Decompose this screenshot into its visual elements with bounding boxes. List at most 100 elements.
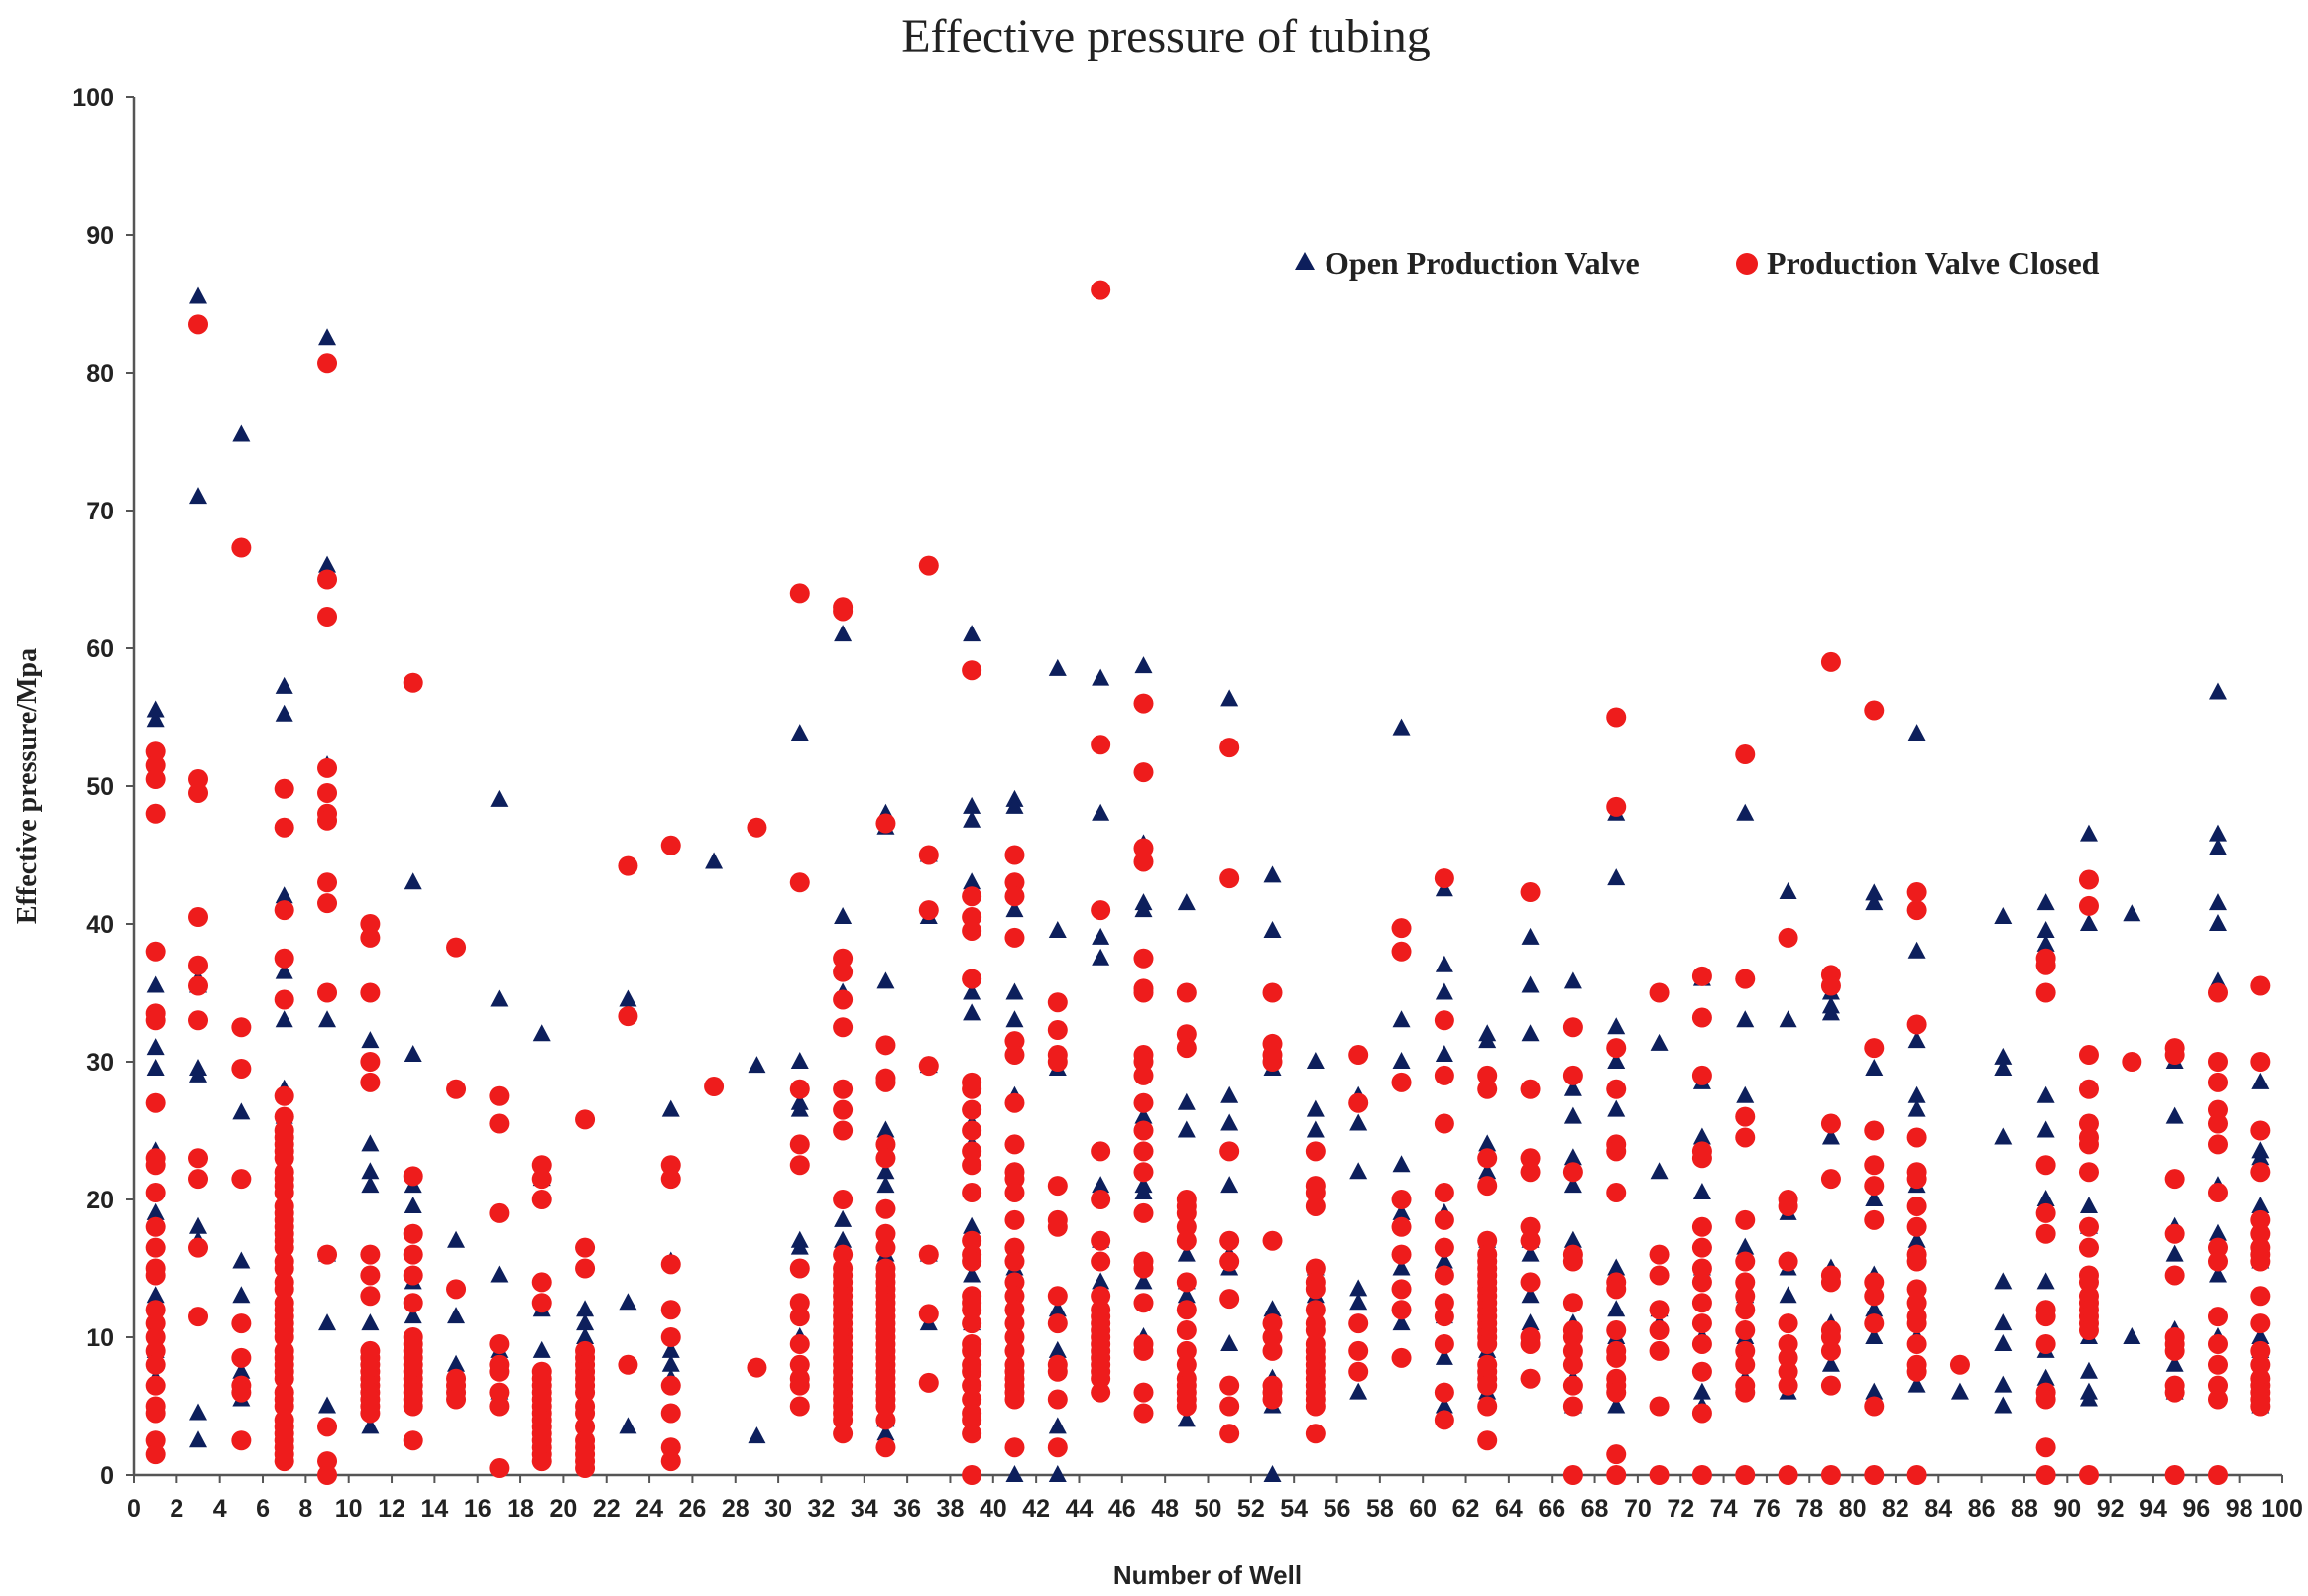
closed-valve-point [145,1155,166,1176]
closed-valve-point [231,1382,252,1403]
open-valve-point [1005,900,1024,918]
closed-valve-point [962,1465,982,1485]
closed-valve-point [1864,700,1885,721]
x-tick-label: 82 [1882,1495,1909,1523]
open-valve-point [576,1327,595,1344]
legend-marker-closed [1736,253,1758,275]
open-valve-point [1048,1417,1067,1434]
open-valve-point [2036,1368,2055,1386]
closed-valve-point [1562,1017,1583,1038]
open-valve-point [1865,1058,1884,1076]
closed-valve-point [2035,1389,2056,1410]
x-tick-label: 94 [2139,1495,2167,1523]
open-valve-point [1048,1465,1067,1482]
closed-valve-point [1735,1272,1756,1293]
closed-valve-point [618,1006,638,1027]
open-valve-point [1220,1085,1239,1103]
closed-valve-point [1133,693,1154,714]
closed-valve-point [962,1099,982,1120]
closed-valve-point [1176,1230,1197,1251]
open-valve-point [2165,1244,2184,1262]
closed-valve-point [1691,1361,1712,1382]
open-valve-point [146,1202,165,1220]
y-tick-label: 100 [72,84,114,112]
closed-valve-point [1176,1340,1197,1361]
open-valve-point [2208,1223,2227,1241]
open-valve-point [1521,1244,1540,1262]
closed-valve-point [962,1313,982,1334]
closed-valve-point [789,1333,810,1354]
closed-valve-point [1219,1230,1240,1251]
closed-valve-point [1562,1293,1583,1313]
closed-valve-point [1305,1258,1326,1279]
closed-valve-point [317,1465,338,1485]
closed-valve-point [1219,1396,1240,1417]
open-valve-point [532,1340,551,1358]
closed-valve-point [789,1354,810,1375]
open-valve-point [1478,1031,1497,1049]
closed-valve-point [489,1396,510,1417]
closed-valve-point [1133,1162,1154,1183]
open-valve-point [361,1417,380,1434]
closed-valve-point [1606,1141,1627,1162]
closed-valve-point [833,948,854,969]
closed-valve-point [962,1410,982,1430]
closed-valve-point [1735,969,1756,989]
closed-valve-point [2122,1052,2142,1072]
closed-valve-point [575,1109,596,1130]
closed-valve-point [1906,1293,1927,1313]
closed-valve-point [1047,1052,1068,1072]
closed-valve-point [1820,1113,1841,1134]
closed-valve-point [1133,852,1154,872]
closed-valve-point [875,1148,896,1169]
open-valve-point [232,1286,251,1304]
closed-valve-point [1691,1007,1712,1028]
closed-valve-point [1047,1176,1068,1197]
closed-valve-point [489,1202,510,1223]
open-valve-point [1392,718,1411,736]
closed-valve-point [789,1396,810,1417]
closed-valve-point [1864,1120,1885,1141]
open-valve-point [318,1313,337,1331]
closed-valve-point [660,1437,681,1458]
closed-valve-point [1004,886,1025,907]
x-tick-label: 72 [1667,1495,1694,1523]
closed-valve-point [2250,1162,2271,1183]
closed-valve-point [446,937,467,958]
closed-valve-point [918,900,939,921]
closed-valve-point [1606,1382,1627,1403]
legend-marker-open [1295,252,1315,270]
closed-valve-point [789,1258,810,1279]
open-valve-point [1563,1148,1582,1166]
closed-valve-point [1820,1272,1841,1293]
closed-valve-point [918,845,939,865]
open-valve-point [2251,1148,2270,1166]
closed-valve-point [489,1333,510,1354]
closed-valve-point [1047,1286,1068,1307]
closed-valve-point [1047,1216,1068,1237]
open-valve-point [1005,796,1024,814]
open-valve-point [232,1102,251,1120]
open-valve-point [232,1251,251,1269]
closed-valve-point [1649,1265,1670,1286]
closed-valve-point [317,1244,338,1265]
closed-valve-point [274,1396,294,1417]
legend-label-closed: Production Valve Closed [1767,245,2100,281]
x-tick-label: 78 [1795,1495,1823,1523]
closed-valve-point [1176,982,1197,1003]
closed-valve-point [1219,1424,1240,1444]
closed-valve-point [2250,975,2271,996]
legend-label-open: Open Production Valve [1325,245,1640,281]
closed-valve-point [2035,1202,2056,1223]
open-valve-point [318,1010,337,1028]
closed-valve-point [1906,1251,1927,1272]
closed-valve-point [188,907,209,928]
closed-valve-point [1391,918,1412,939]
open-valve-point [2251,1196,2270,1213]
closed-valve-point [2207,1072,2228,1092]
open-valve-point [748,1426,766,1444]
closed-valve-point [1520,1333,1541,1354]
open-valve-point [1563,1106,1582,1124]
closed-valve-point [2207,1251,2228,1272]
closed-valve-point [1820,1375,1841,1396]
